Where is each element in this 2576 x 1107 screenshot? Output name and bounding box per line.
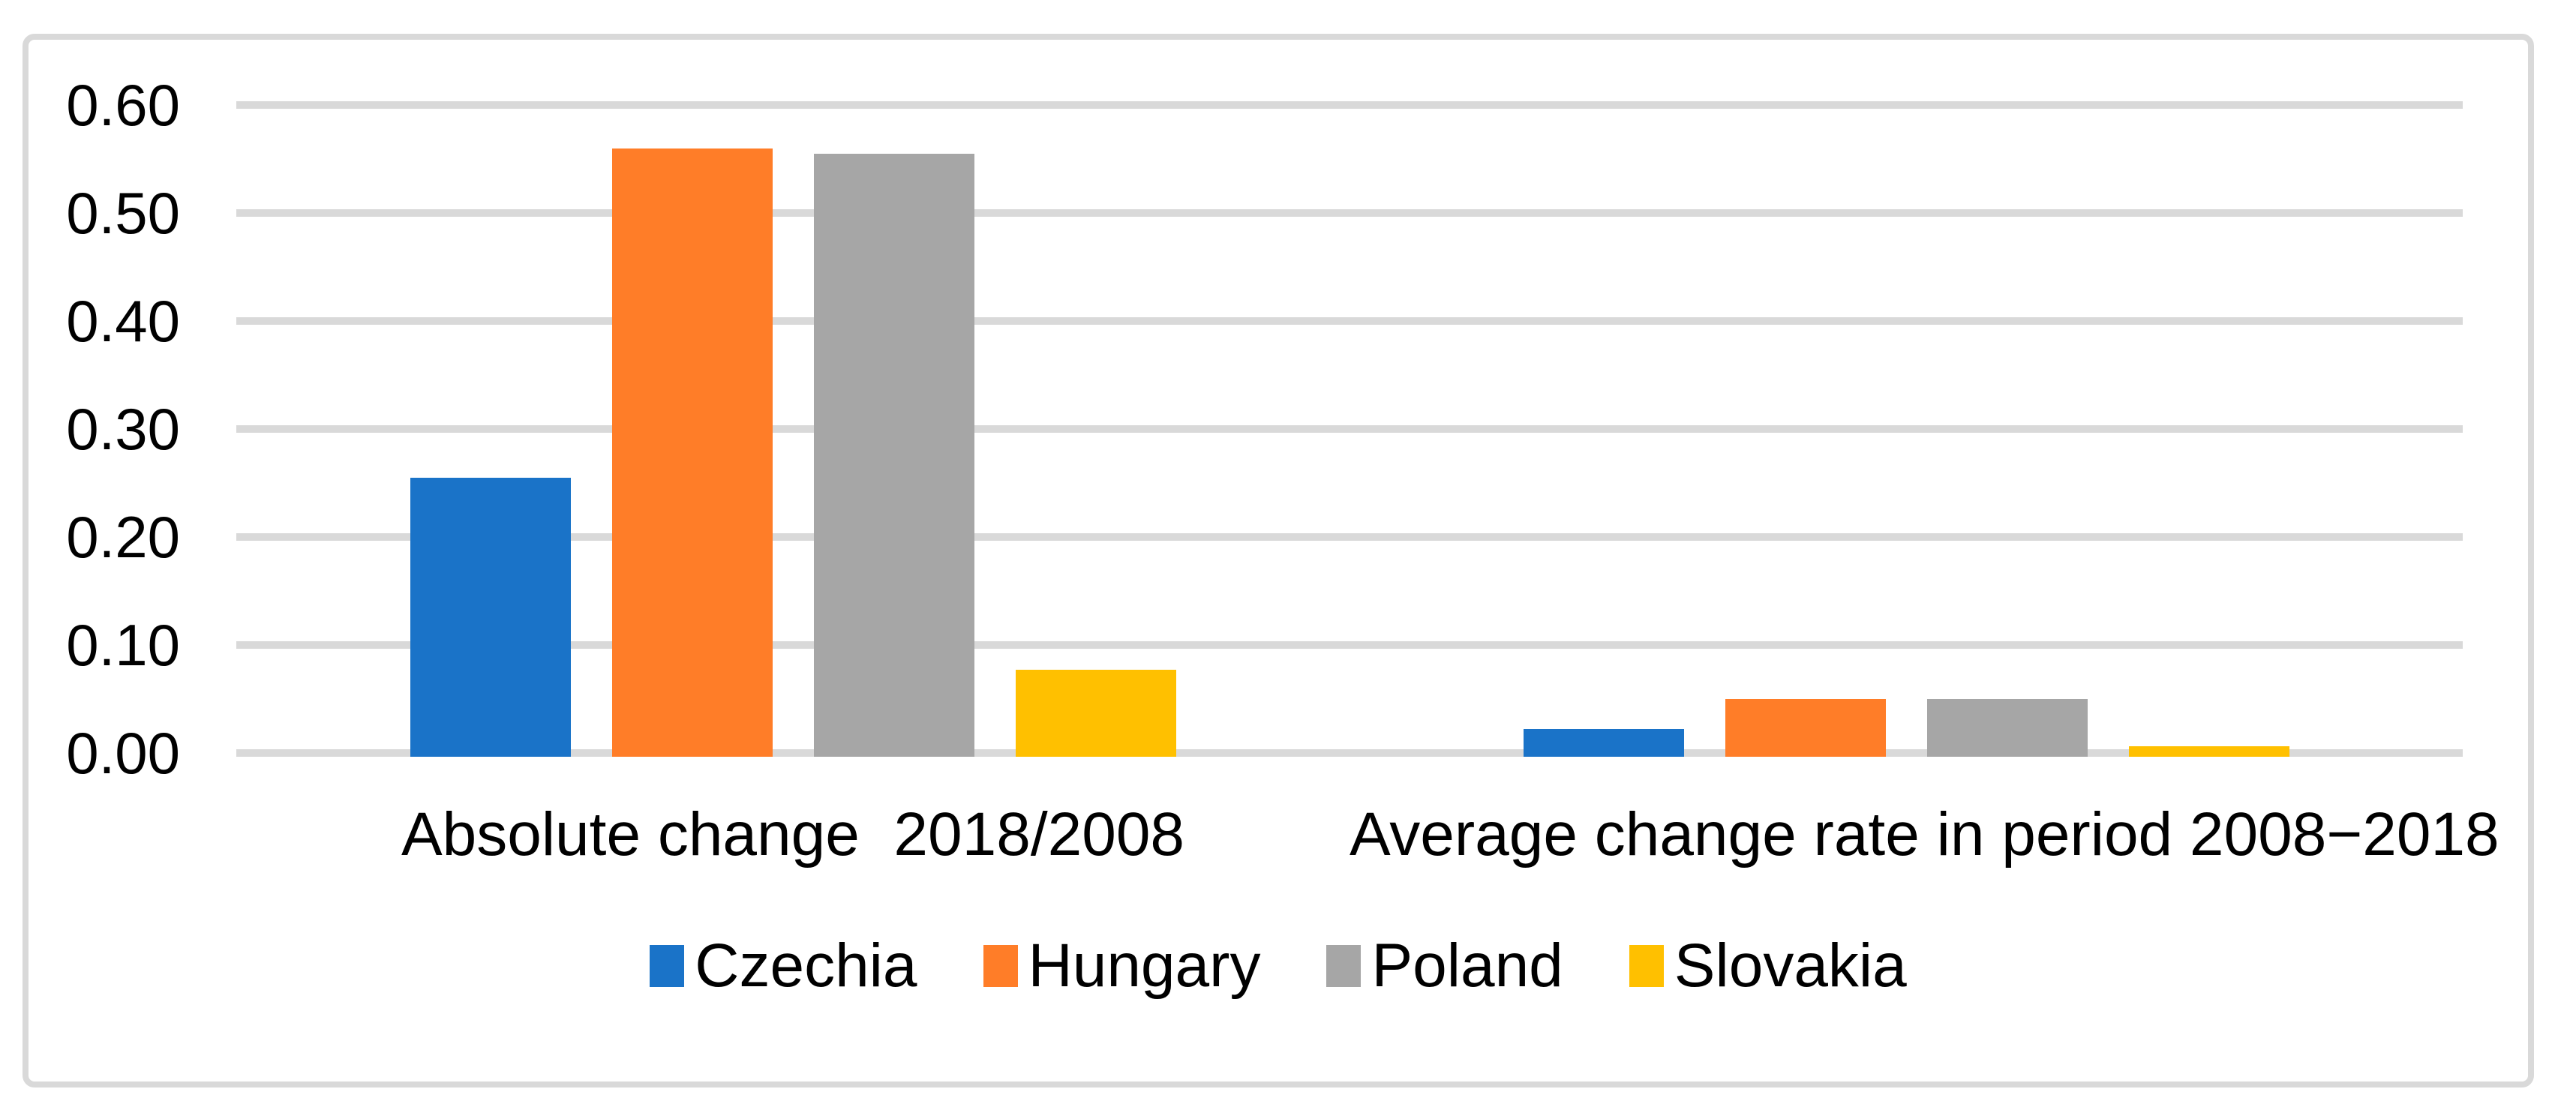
bar-slovakia-cat0 [1016,670,1176,757]
legend-item-poland: Poland [1326,935,1563,997]
bar-slovakia-cat1 [2129,746,2289,757]
legend-item-czechia: Czechia [650,935,917,997]
legend-swatch-slovakia [1629,945,1664,987]
gridline-0.30 [236,425,2463,433]
y-tick-label-0.60: 0.60 [66,72,180,138]
chart-frame [23,34,2534,1088]
legend-swatch-hungary [983,945,1018,987]
x-axis-label-absolute-change: Absolute change 2018/2008 [401,800,1185,868]
bar-hungary-cat0 [612,148,773,757]
legend-label-czechia: Czechia [695,932,917,1000]
gridline-0.40 [236,317,2463,325]
bar-czechia-cat1 [1524,729,1684,757]
legend-item-slovakia: Slovakia [1629,935,1907,997]
y-tick-label-0.30: 0.30 [66,396,180,462]
legend-swatch-czechia [650,945,685,987]
y-tick-label-0.20: 0.20 [66,504,180,570]
gridline-0.60 [236,101,2463,109]
bar-hungary-cat1 [1725,699,1886,757]
y-tick-label-0.00: 0.00 [66,720,180,786]
gridline-0.50 [236,209,2463,217]
gridline-0.00 [236,749,2463,757]
bar-czechia-cat0 [410,477,571,757]
legend-item-hungary: Hungary [983,932,1261,1000]
bar-poland-cat0 [814,153,974,757]
gridline-0.20 [236,533,2463,541]
bar-poland-cat1 [1927,699,2088,757]
x-axis-label-average-change-rate: Average change rate in period 2008−2018 [1350,800,2499,868]
y-tick-label-0.50: 0.50 [66,180,180,246]
gridline-0.10 [236,641,2463,649]
legend-swatch-poland [1326,945,1362,987]
legend: Czechia Hungary Poland Slovakia [23,935,2534,997]
y-tick-label-0.10: 0.10 [66,612,180,678]
y-tick-label-0.40: 0.40 [66,288,180,354]
legend-label-hungary: Hungary [1028,932,1261,1000]
legend-label-poland: Poland [1371,932,1563,1000]
legend-label-slovakia: Slovakia [1674,932,1907,1000]
